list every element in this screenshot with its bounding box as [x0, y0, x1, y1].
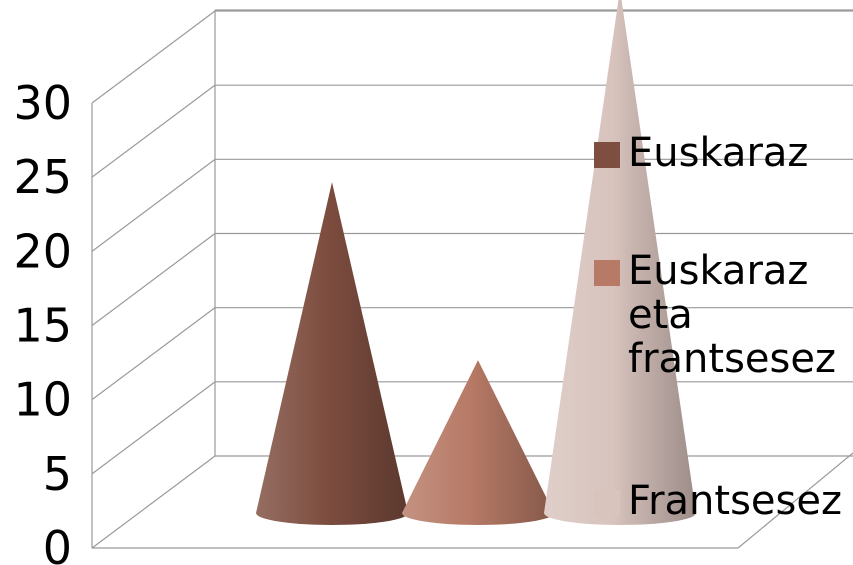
- y-tick-label: 10: [13, 373, 72, 427]
- cone-1: [256, 182, 408, 525]
- floor-right-edge: [737, 452, 853, 549]
- legend-swatch: [594, 142, 620, 168]
- y-tick-label: 20: [13, 224, 72, 278]
- legend-label: Euskaraz: [628, 248, 808, 294]
- legend-label: eta: [628, 292, 693, 338]
- legend-swatch: [594, 490, 620, 516]
- legend-swatch: [594, 260, 620, 286]
- y-tick-label: 5: [43, 447, 72, 501]
- gridline-diagonal: [91, 158, 216, 252]
- cone-2: [402, 360, 554, 525]
- gridline-diagonal: [91, 381, 216, 475]
- y-tick-label: 15: [13, 299, 72, 353]
- gridline-diagonal: [91, 233, 216, 326]
- gridline-diagonal: [91, 455, 216, 549]
- y-tick-label: 30: [13, 76, 72, 130]
- legend-label: Frantsesez: [628, 478, 842, 524]
- legend-item: Frantsesez: [594, 478, 842, 524]
- y-axis-ticks: 0 5 10 15 20 25 30: [13, 76, 72, 565]
- y-tick-label: 0: [43, 521, 72, 565]
- gridline-diagonal: [91, 84, 216, 178]
- gridline-diagonal: [91, 307, 216, 401]
- legend-label: Euskaraz: [628, 130, 808, 176]
- cone-body: [402, 360, 554, 525]
- cone-body: [256, 182, 408, 525]
- legend-item: Euskaraz: [594, 130, 808, 176]
- gridline-diagonal: [91, 10, 216, 104]
- legend-label: frantsesez: [628, 336, 836, 382]
- y-tick-label: 25: [13, 150, 72, 204]
